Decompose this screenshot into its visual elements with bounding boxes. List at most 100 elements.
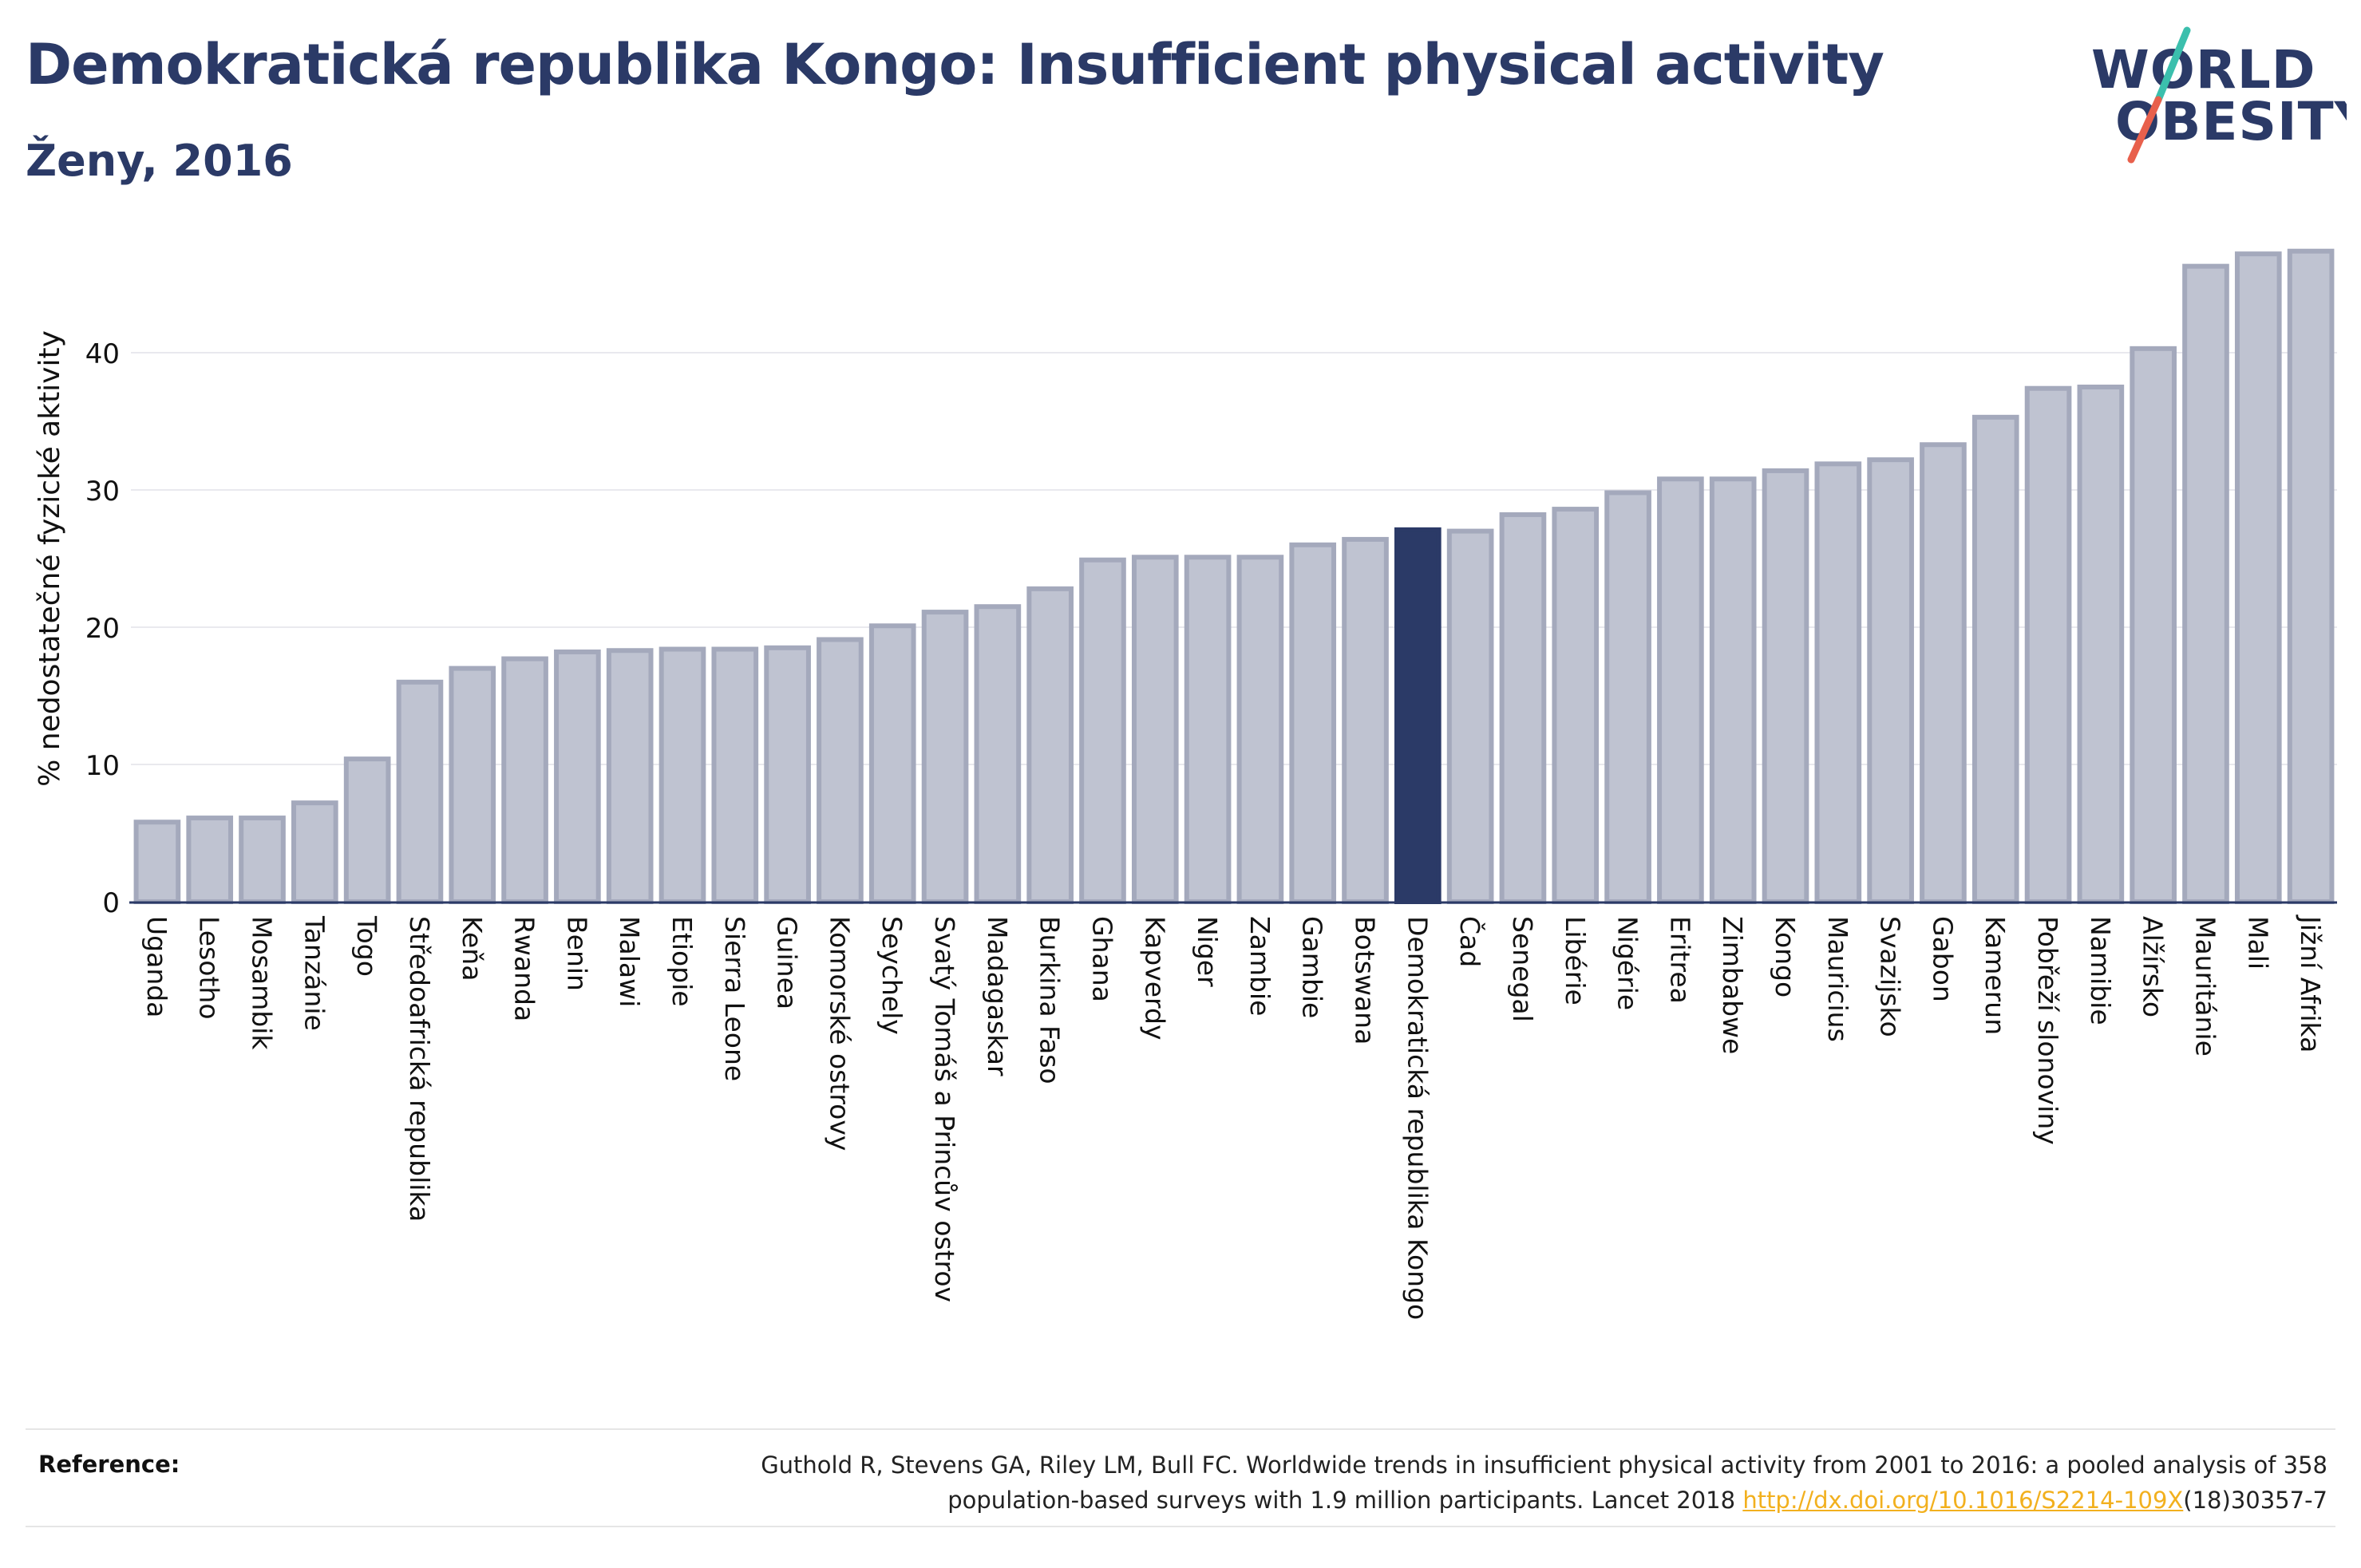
- x-tick-label: Pobřeží slonoviny: [2032, 916, 2063, 1145]
- bar: [1657, 476, 1704, 904]
- x-tick-label: Madagaskar: [982, 916, 1013, 1076]
- divider-top: [26, 1428, 2335, 1430]
- bar: [2287, 248, 2335, 905]
- bar: [396, 679, 444, 904]
- x-tick-label: Libérie: [1560, 916, 1591, 1005]
- bar: [921, 610, 969, 905]
- bar: [291, 800, 338, 904]
- bar: [1236, 555, 1284, 905]
- bar: [2024, 385, 2072, 905]
- x-tick-label: Botswana: [1350, 916, 1381, 1045]
- x-tick-label: Středoafrická republika: [404, 916, 435, 1222]
- logo-slash-teal: [2154, 26, 2191, 104]
- bar: [1709, 476, 1757, 904]
- logo-slash-red: [2127, 96, 2162, 164]
- bar: [1342, 536, 1389, 904]
- bar: [1552, 507, 1600, 905]
- x-tick-label: Mauricius: [1822, 916, 1853, 1042]
- x-tick-label: Benin: [561, 916, 592, 991]
- bar: [658, 646, 706, 905]
- bar: [1920, 442, 1967, 904]
- x-tick-label: Lesotho: [194, 916, 225, 1020]
- x-tick-label: Niger: [1192, 916, 1223, 987]
- x-tick-label: Zimbabwe: [1717, 916, 1748, 1054]
- bar: [1604, 490, 1651, 904]
- reference-doi-link[interactable]: http://dx.doi.org/10.1016/S2214-109X: [1742, 1487, 2184, 1514]
- reference-line1: Guthold R, Stevens GA, Riley LM, Bull FC…: [761, 1451, 2327, 1479]
- bar: [1499, 511, 1547, 905]
- bar: [449, 666, 496, 904]
- reference-line2: population-based surveys with 1.9 millio…: [947, 1487, 1743, 1514]
- bar: [2130, 346, 2177, 904]
- logo-word-world: WORLD: [2091, 39, 2316, 101]
- bar: [501, 656, 548, 904]
- x-tick-label: Tanzánie: [299, 915, 330, 1031]
- x-tick-label: Seychely: [876, 916, 908, 1035]
- x-tick-label: Alžírsko: [2138, 916, 2169, 1017]
- bars: [129, 248, 2337, 905]
- y-tick-label: 20: [85, 613, 120, 645]
- world-obesity-logo: WORLD OBESITY: [2091, 26, 2347, 164]
- x-tick-label: Jižní Afrika: [2295, 914, 2326, 1053]
- x-tick-label: Gabon: [1927, 916, 1958, 1002]
- x-tick-label: Guinea: [772, 916, 803, 1009]
- x-tick-label: Uganda: [141, 916, 172, 1017]
- x-tick-label: Namibie: [2085, 916, 2116, 1025]
- x-tick-label: Demokratická republika Kongo: [1402, 916, 1433, 1320]
- bar: [1131, 555, 1179, 905]
- bar: [2182, 263, 2229, 904]
- x-tick-label: Rwanda: [509, 916, 540, 1021]
- x-tick-label: Kamerun: [1979, 916, 2011, 1035]
- bar-chart: 0 10 20 30 40 Uganda Lesotho Mosambik Tanzánie T…: [34, 248, 2337, 1320]
- bar: [1762, 468, 1809, 904]
- x-tick-label: Malawi: [614, 916, 645, 1007]
- bar: [764, 645, 811, 904]
- bar: [711, 646, 759, 905]
- x-tick-label: Kapverdy: [1139, 916, 1170, 1041]
- reference-line2-suffix: (18)30357-7: [2183, 1487, 2327, 1514]
- reference-label: Reference:: [38, 1451, 180, 1478]
- x-tick-label: Komorské ostrovy: [824, 916, 855, 1151]
- x-tick-label: Kongo: [1770, 916, 1801, 997]
- bar: [1971, 414, 2019, 904]
- x-tick-label: Mosambik: [247, 916, 278, 1050]
- bar: [606, 648, 654, 904]
- x-tick-label: Čad: [1454, 916, 1486, 967]
- bar: [1079, 557, 1126, 904]
- x-tick-label: Eritrea: [1664, 916, 1695, 1004]
- x-tick-label: Svazijsko: [1875, 916, 1906, 1037]
- divider-bottom: [26, 1526, 2335, 1527]
- bar: [554, 649, 601, 905]
- x-tick-label: Togo: [351, 915, 382, 977]
- bar: [1026, 586, 1074, 905]
- x-tick-label: Nigérie: [1612, 916, 1643, 1010]
- y-axis-title: % nedostatečné fyzické aktivity: [34, 330, 66, 787]
- bar: [2234, 251, 2282, 905]
- x-tick-label: Svatý Tomáš a Princův ostrov: [929, 916, 960, 1302]
- grid-lines: [131, 352, 2337, 765]
- bar: [1814, 461, 1862, 904]
- bar: [1867, 457, 1914, 904]
- bar: [817, 637, 864, 904]
- x-tick-label: Sierra Leone: [719, 916, 750, 1081]
- x-tick-label: Mali: [2242, 916, 2273, 970]
- bar: [343, 756, 391, 904]
- x-tick-label: Burkina Faso: [1034, 916, 1066, 1084]
- bar: [186, 816, 234, 904]
- y-tick-label: 10: [85, 750, 120, 782]
- chart-title: Demokratická republika Kongo: Insufficie…: [26, 32, 1884, 97]
- bar: [1446, 528, 1494, 904]
- bar: [133, 820, 181, 904]
- x-tick-label: Senegal: [1507, 916, 1538, 1022]
- x-tick-label: Ghana: [1086, 916, 1117, 1002]
- y-axis-ticks: 0 10 20 30 40: [85, 338, 120, 919]
- x-tick-label: Gambie: [1297, 916, 1328, 1018]
- bar: [2077, 385, 2125, 904]
- bar: [868, 623, 916, 905]
- bar: [1289, 542, 1337, 904]
- bar: [1184, 555, 1232, 905]
- x-tick-label: Keňa: [457, 916, 488, 981]
- reference-text: Guthold R, Stevens GA, Riley LM, Bull FC…: [492, 1448, 2327, 1518]
- y-tick-label: 30: [85, 476, 120, 508]
- x-tick-label: Mauritánie: [2189, 916, 2221, 1057]
